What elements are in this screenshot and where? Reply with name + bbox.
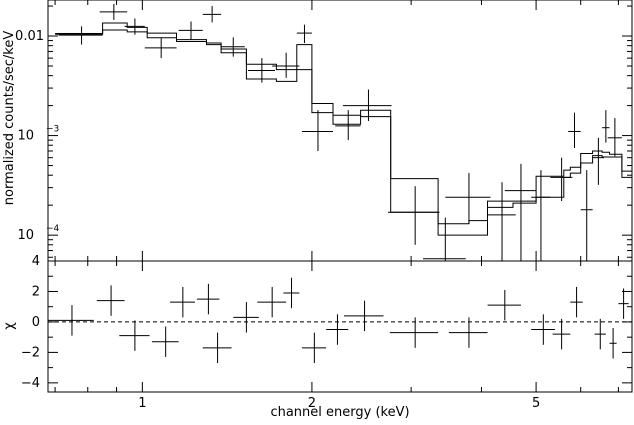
residual-point [609, 328, 617, 359]
residual-point [594, 318, 606, 350]
chi-tick-label: −4 [21, 376, 40, 391]
data-point [550, 157, 573, 202]
residual-point [196, 283, 220, 315]
residual-point [389, 317, 439, 348]
residual-point [283, 277, 300, 309]
data-points [58, 3, 622, 261]
data-point [445, 173, 491, 224]
x-tick-label: 1 [138, 396, 146, 411]
data-point [58, 26, 103, 45]
data-point [607, 118, 622, 157]
y-tick-label: 10 [17, 129, 34, 144]
model-curve-2 [55, 22, 632, 225]
chi-tick-label: 2 [32, 284, 40, 299]
data-point [144, 38, 177, 59]
residual-point [48, 305, 94, 336]
chi-tick-label: 4 [32, 254, 40, 269]
data-point [296, 24, 312, 44]
top-axis-ticks: 0.01 10 −3 10 −4 [15, 0, 632, 261]
residual-point [96, 285, 125, 316]
data-point [504, 163, 537, 261]
data-point [221, 37, 245, 57]
data-point [335, 110, 361, 141]
residual-point [257, 286, 287, 318]
top-panel-frame [47, 0, 633, 262]
top-y-axis-label: normalized counts/sec/keV [2, 31, 17, 206]
residual-point [233, 302, 259, 333]
data-point [272, 52, 300, 78]
bottom-panel: 4 2 0 −2 −4 1 2 5 [21, 254, 633, 411]
residual-point [618, 288, 629, 319]
y-tick-label-exponent: −4 [46, 224, 60, 234]
bottom-y-axis-label: χ [2, 322, 17, 330]
chi-tick-label: −2 [21, 345, 40, 360]
top-panel: 0.01 10 −3 10 −4 [15, 0, 633, 262]
y-tick-label: 10 [17, 228, 34, 243]
residual-point [552, 318, 571, 350]
model-curve-1 [55, 29, 632, 236]
bottom-panel-frame [47, 260, 633, 393]
residual-point [170, 286, 195, 318]
residual-point [119, 320, 150, 351]
chi-tick-label: 0 [32, 315, 40, 330]
residual-point [487, 289, 521, 321]
y-tick-label-exponent: −3 [46, 125, 59, 135]
y-tick-label: 0.01 [15, 29, 44, 44]
data-point [388, 186, 440, 245]
model-curves [55, 22, 632, 236]
data-point [423, 217, 466, 261]
residual-point [151, 326, 179, 357]
x-axis-label: channel energy (keV) [270, 405, 409, 420]
data-point [342, 89, 392, 122]
data-point [487, 182, 516, 261]
x-tick-label: 2 [308, 396, 316, 411]
data-point [99, 3, 128, 20]
residual-point [326, 314, 349, 345]
residual-point [301, 332, 327, 364]
residual-point [448, 317, 488, 348]
data-point [202, 6, 222, 23]
data-point [580, 170, 593, 261]
bottom-axis-ticks: 4 2 0 −2 −4 1 2 5 [21, 254, 632, 411]
data-point [178, 21, 203, 40]
x-tick-label: 5 [532, 396, 540, 411]
data-point [124, 18, 145, 35]
residual-point [570, 286, 583, 318]
residual-points [48, 277, 629, 364]
residual-point [343, 300, 384, 332]
data-point [247, 58, 276, 83]
data-point [531, 170, 551, 261]
residual-point [202, 332, 232, 364]
data-point [602, 110, 610, 143]
data-point [568, 112, 581, 149]
residual-point [531, 314, 555, 345]
data-point [301, 110, 334, 152]
data-point [592, 137, 605, 185]
